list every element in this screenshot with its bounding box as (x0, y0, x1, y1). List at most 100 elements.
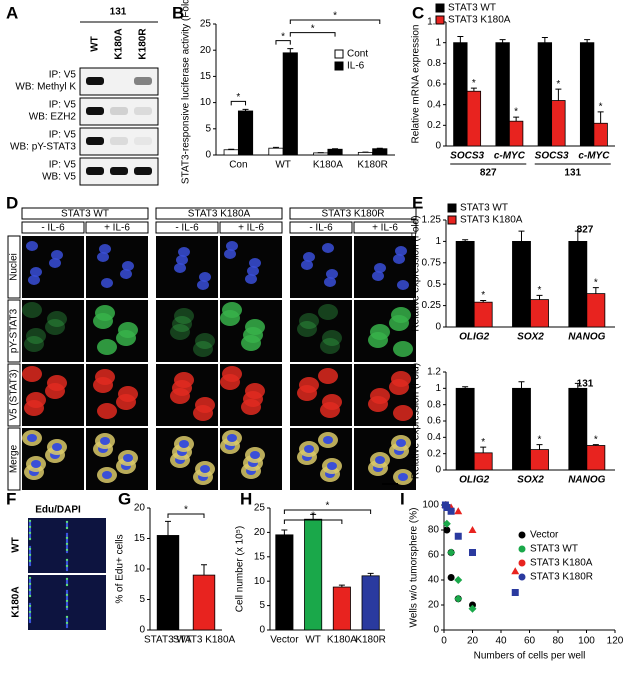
nucleus-dot (65, 526, 69, 530)
significance: * (472, 78, 476, 89)
y-tick-label: 20 (134, 503, 146, 514)
y-axis-label: STAT3-responsive luciferase activity (Fo… (181, 0, 192, 184)
x-tick-label: NANOG (568, 332, 605, 343)
bar (495, 42, 510, 147)
condition-box (21, 221, 85, 234)
nucleus (200, 465, 210, 473)
micrograph (22, 300, 84, 362)
x-tick-label: OLIG2 (459, 475, 489, 486)
y-tick-label: 0.75 (422, 257, 442, 268)
panel-label: G (118, 489, 131, 508)
nucleus-dot (65, 581, 69, 585)
x-tick-label: 120 (607, 636, 624, 647)
condition-label: - IL-6 (309, 223, 333, 234)
nucleus-dot (65, 597, 69, 601)
cell (97, 403, 117, 419)
nucleus-dot (28, 590, 32, 594)
panel-label: I (400, 489, 405, 508)
nucleus-dot (65, 607, 69, 611)
x-tick-label: STAT3 WT (144, 635, 192, 646)
cell (372, 271, 384, 281)
nucleus (179, 440, 189, 448)
y-axis-label: Relative expression (Fold) (411, 363, 422, 479)
cell (30, 267, 42, 277)
nucleus (304, 445, 314, 453)
nucleus (398, 473, 408, 481)
nucleus-dot (28, 584, 32, 588)
nucleus-dot (28, 525, 32, 529)
error-bar (541, 37, 548, 43)
y-tick-label: 0 (435, 141, 441, 152)
significance: * (594, 434, 598, 445)
y-tick-label: 25 (200, 19, 212, 30)
wb-label: WB: EZH2 (29, 112, 77, 123)
legend-swatch (518, 559, 526, 567)
nucleus-dot (65, 544, 69, 548)
blot-band (86, 137, 104, 145)
point (447, 507, 455, 515)
group-label: STAT3 K180A (188, 209, 251, 220)
nucleus-dot (65, 560, 69, 564)
row-label: Nuclei (9, 253, 20, 281)
cell (195, 397, 215, 413)
significance: * (184, 505, 188, 516)
nucleus-dot (65, 524, 69, 528)
error-bar (201, 564, 207, 576)
bar (268, 147, 284, 156)
nucleus-dot (28, 559, 32, 563)
nucleus-dot (28, 537, 32, 541)
nucleus-dot (28, 553, 32, 557)
y-tick-label: 0.8 (427, 399, 441, 410)
y-tick-label: 5 (139, 594, 145, 605)
legend-label: STAT3 WT (460, 203, 508, 214)
cell (197, 280, 209, 290)
micrograph (156, 236, 218, 298)
nucleus (102, 471, 112, 479)
significance: * (311, 511, 315, 522)
y-axis-label: % of Edu+ cells (115, 534, 126, 603)
y-axis-label: Relative expression (Fold) (411, 215, 422, 331)
legend-swatch (518, 545, 526, 553)
nucleus-dot (65, 532, 69, 536)
y-tick-label: 20 (200, 45, 212, 56)
bar (361, 575, 380, 631)
error-bar (165, 520, 171, 536)
y-tick-label: 10 (134, 564, 146, 575)
y-tick-label: 0.4 (427, 99, 441, 110)
nucleus-dot (65, 522, 69, 526)
cell (172, 316, 192, 332)
panel-label: A (6, 3, 18, 22)
group-box (289, 207, 417, 220)
nucleus-dot (65, 593, 69, 597)
legend-label: Cont (347, 49, 368, 60)
cell (297, 321, 317, 337)
nucleus-dot (65, 577, 69, 581)
group-label: 827 (480, 168, 497, 179)
panel-label: H (240, 489, 252, 508)
bar (223, 149, 239, 156)
nucleus (52, 443, 62, 451)
y-tick-label: 5 (205, 123, 211, 134)
point (447, 548, 456, 557)
significance: * (326, 501, 330, 512)
cell (324, 277, 336, 287)
cell (391, 307, 411, 323)
error-bar (592, 444, 599, 446)
legend-swatch (435, 15, 445, 25)
group-box (21, 207, 149, 220)
error-bar (499, 39, 506, 43)
nucleus-dot (65, 579, 69, 583)
nucleus-dot (28, 610, 32, 614)
error-bar (272, 146, 279, 149)
cell (49, 258, 61, 268)
blot-band (110, 167, 128, 175)
error-bar (376, 147, 383, 149)
nucleus-dot (65, 568, 69, 572)
x-tick-label: SOCS3 (535, 151, 569, 162)
nucleus-dot (28, 608, 32, 612)
error-bar (287, 48, 294, 53)
bar (237, 110, 254, 156)
bar (275, 534, 294, 631)
x-tick-label: K180A (327, 635, 357, 646)
